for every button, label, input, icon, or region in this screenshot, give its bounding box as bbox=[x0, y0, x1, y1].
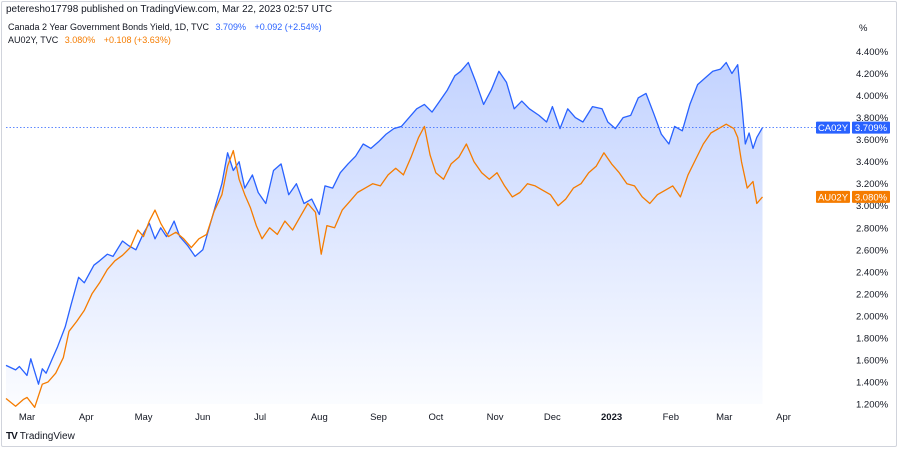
legend-ca02y-name: Canada 2 Year Government Bonds Yield, 1D… bbox=[8, 22, 209, 32]
y-tick-label: 3.800% bbox=[856, 113, 889, 124]
x-tick-label: 2023 bbox=[601, 412, 622, 423]
last-value-tag-ca02y: CA02Y 3.709% bbox=[816, 121, 890, 134]
x-tick-label: Aug bbox=[311, 412, 328, 423]
y-tick-label: 1.800% bbox=[856, 333, 889, 344]
legend-au02y-name: AU02Y, TVC bbox=[8, 35, 59, 45]
series-name-tag-bg bbox=[816, 121, 850, 134]
y-tick-label: 4.400% bbox=[856, 47, 889, 58]
y-tick-label: 3.000% bbox=[856, 201, 889, 212]
x-tick-label: Jul bbox=[254, 412, 266, 423]
x-tick-label: Jun bbox=[195, 412, 210, 423]
tradingview-brand-label: TradingView bbox=[19, 431, 75, 442]
x-tick-label: Mar bbox=[716, 412, 732, 423]
value-tag-bg bbox=[852, 121, 890, 134]
x-tick-label: Oct bbox=[428, 412, 443, 423]
x-tick-label: Feb bbox=[663, 412, 679, 423]
value-tag: 3.080% bbox=[855, 192, 888, 203]
legend-au02y-change: +0.108 (+3.63%) bbox=[103, 35, 171, 45]
y-tick-label: 4.200% bbox=[856, 69, 889, 80]
series-name-tag-bg bbox=[816, 190, 850, 203]
legend-ca02y-change: +0.092 (+2.54%) bbox=[254, 22, 322, 32]
series-name-tag: CA02Y bbox=[818, 123, 849, 134]
y-tick-label: 4.000% bbox=[856, 91, 889, 102]
x-tick-label: Nov bbox=[487, 412, 504, 423]
value-tag: 3.709% bbox=[855, 123, 888, 134]
published-caption: peteresho17798 published on TradingView.… bbox=[6, 4, 333, 15]
y-tick-label: 2.400% bbox=[856, 267, 889, 278]
series-ca02y-line[interactable] bbox=[5, 61, 764, 385]
y-tick-label: 2.600% bbox=[856, 245, 889, 256]
value-tag-bg bbox=[852, 190, 890, 203]
y-tick-label: 3.600% bbox=[856, 135, 889, 146]
legend-au02y[interactable]: AU02Y, TVC 3.080% +0.108 (+3.63%) bbox=[8, 35, 171, 45]
y-axis-unit-label: % bbox=[859, 23, 868, 34]
legend-ca02y-value: 3.709% bbox=[215, 22, 247, 32]
y-tick-label: 1.600% bbox=[856, 355, 889, 366]
legend-au02y-value: 3.080% bbox=[64, 35, 96, 45]
y-tick-label: 2.200% bbox=[856, 289, 889, 300]
series-au02y-line[interactable] bbox=[5, 123, 763, 408]
y-tick-label: 1.200% bbox=[856, 400, 889, 411]
x-tick-label: Mar bbox=[19, 412, 35, 423]
y-tick-label: 2.000% bbox=[856, 311, 889, 322]
x-tick-label: May bbox=[135, 412, 153, 423]
tradingview-logo-icon: TV bbox=[6, 431, 18, 442]
tradingview-brand[interactable]: TV TradingView bbox=[6, 431, 75, 442]
series-ca02y-area bbox=[6, 62, 763, 404]
y-tick-label: 3.200% bbox=[856, 179, 889, 190]
series-name-tag: AU02Y bbox=[818, 192, 849, 203]
y-tick-label: 1.400% bbox=[856, 377, 889, 388]
x-tick-label: Sep bbox=[370, 412, 387, 423]
y-tick-label: 2.800% bbox=[856, 223, 889, 234]
x-tick-label: Apr bbox=[79, 412, 94, 423]
last-value-tag-au02y: AU02Y 3.080% bbox=[816, 190, 890, 203]
x-tick-label: Dec bbox=[544, 412, 561, 423]
y-tick-label: 3.400% bbox=[856, 157, 889, 168]
legend-ca02y[interactable]: Canada 2 Year Government Bonds Yield, 1D… bbox=[8, 22, 322, 32]
x-tick-label: Apr bbox=[776, 412, 791, 423]
